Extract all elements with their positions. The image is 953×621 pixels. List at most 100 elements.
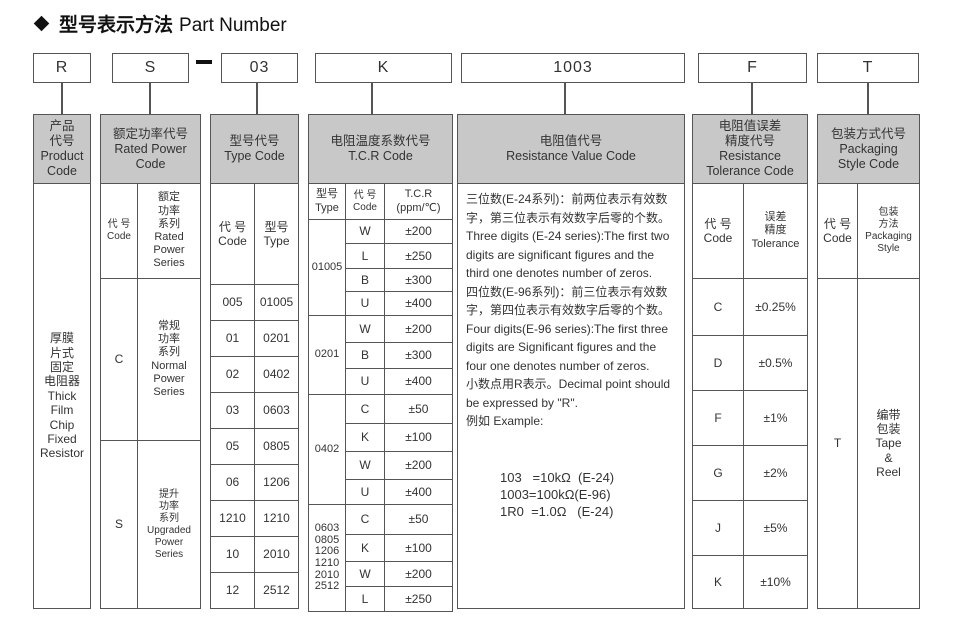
- tcr-sub-code: 代 号 Code: [345, 183, 385, 220]
- type-size: 0805: [254, 428, 299, 465]
- connector-line: [256, 83, 258, 114]
- table-row: S 提升 功率 系列 Upgraded Power Series: [100, 440, 202, 609]
- power-header: 额定功率代号 Rated Power Code: [99, 114, 202, 184]
- type-size: 2512: [254, 572, 299, 609]
- tcr-value: ±250: [384, 243, 453, 269]
- separator-dash: [196, 60, 212, 64]
- table-row: 1210 1210: [210, 500, 299, 537]
- type-code: 1210: [210, 500, 255, 537]
- tcr-value: ±400: [384, 291, 453, 316]
- table-row: 0603 0805 1206 1210 2010 2512 C ±50: [308, 504, 453, 612]
- tolerance-value: ±2%: [743, 445, 808, 501]
- connector-line: [61, 83, 63, 114]
- tcr-value: ±100: [384, 423, 453, 452]
- examples: 103 =10kΩ (E-24) 1003=100kΩ(E-96) 1R0 =1.0…: [466, 469, 676, 520]
- desc-line: 例如 Example:: [466, 414, 544, 428]
- type-size: 01005: [254, 284, 299, 321]
- tolerance-value: ±10%: [743, 555, 808, 609]
- type-code-table: 型号代号 Type Code 代 号 Code 型号 Type 005 01005 …: [210, 114, 299, 609]
- table-row: C 常规 功率 系列 Normal Power Series: [100, 278, 202, 441]
- connector-line: [149, 83, 151, 114]
- table-row: K ±10%: [692, 555, 808, 609]
- tcr-code: W: [345, 219, 385, 244]
- resistance-header: 电阻值代号 Resistance Value Code: [457, 114, 685, 184]
- type-code: 10: [210, 536, 255, 573]
- packaging-header: 包装方式代号 Packaging Style Code: [816, 114, 921, 184]
- example-line: 103 =10kΩ (E-24): [500, 469, 615, 485]
- code-box-tolerance: F: [698, 53, 807, 83]
- table-row: T 编带 包装 Tape & Reel: [817, 278, 921, 609]
- tolerance-code: K: [692, 555, 744, 609]
- tolerance-value: ±0.25%: [743, 278, 808, 336]
- tolerance-code: J: [692, 500, 744, 556]
- table-row: U ±400: [309, 291, 453, 316]
- desc-line: 四位数(E-96系列)：前三位表示有效数字，第四位表示有效数字后零的个数。: [466, 284, 671, 318]
- tolerance-sub-tol: 误差 精度 Tolerance: [743, 183, 808, 279]
- code-box-type: 03: [221, 53, 298, 83]
- type-size: 2010: [254, 536, 299, 573]
- tcr-value: ±400: [384, 479, 453, 505]
- desc-line: Three digits (E-24 series):The first two…: [466, 229, 670, 280]
- power-series: 提升 功率 系列 Upgraded Power Series: [136, 440, 202, 609]
- type-code: 03: [210, 392, 255, 429]
- table-row: K ±100: [309, 423, 453, 452]
- tcr-value: ±400: [384, 368, 453, 395]
- table-row: 0402 C ±50: [308, 394, 453, 505]
- tcr-value: ±50: [384, 504, 453, 535]
- tcr-code: U: [345, 291, 385, 316]
- tcr-value: ±250: [384, 586, 453, 612]
- packaging-style: 编带 包装 Tape & Reel: [856, 278, 921, 609]
- tcr-sub-type: 型号 Type: [308, 183, 346, 220]
- power-code-table: 额定功率代号 Rated Power Code 代 号 Code 额定 功率 系列…: [99, 114, 202, 609]
- table-row: 0201 W ±200: [308, 315, 453, 395]
- tcr-code: L: [345, 243, 385, 269]
- tcr-sub-value: T.C.R (ppm/℃): [384, 183, 453, 220]
- tcr-type: 0402: [308, 394, 346, 505]
- tcr-code: U: [345, 479, 385, 505]
- tolerance-header: 电阻值误差 精度代号 Resistance Tolerance Code: [692, 114, 808, 184]
- connector-line: [564, 83, 566, 114]
- code-box-packaging: T: [817, 53, 919, 83]
- code-box-power: S: [112, 53, 189, 83]
- tolerance-code: D: [692, 335, 744, 391]
- title-en: Part Number: [179, 15, 287, 36]
- page-title: 型号表示方法 Part Number: [33, 10, 287, 37]
- example-line: 1003=100kΩ(E-96): [500, 486, 611, 502]
- table-row: L ±250: [309, 586, 453, 612]
- tcr-code: B: [345, 268, 385, 292]
- tcr-code: C: [345, 394, 385, 424]
- code-box-tcr: K: [315, 53, 452, 83]
- table-row: D ±0.5%: [692, 335, 808, 391]
- table-row: F ±1%: [692, 390, 808, 446]
- tcr-code: K: [345, 534, 385, 562]
- type-size: 1206: [254, 464, 299, 501]
- packaging-sub-style: 包装 方法 Packaging Style: [856, 183, 921, 279]
- example-line: 1R0 =1.0Ω (E-24): [500, 503, 614, 519]
- code-box-resistance: 1003: [461, 53, 685, 83]
- table-row: W ±200: [309, 451, 453, 480]
- tcr-value: ±300: [384, 342, 453, 369]
- tcr-type: 0603 0805 1206 1210 2010 2512: [308, 504, 346, 612]
- table-row: 06 1206: [210, 464, 299, 501]
- diamond-bullet-icon: [33, 15, 50, 32]
- connector-line: [751, 83, 753, 114]
- type-sub-code: 代 号 Code: [210, 183, 255, 285]
- connector-line: [867, 83, 869, 114]
- table-row: B ±300: [309, 268, 453, 292]
- desc-line: Four digits(E-96 series):The first three…: [466, 321, 669, 373]
- connector-line: [371, 83, 373, 114]
- table-row: W ±200: [309, 561, 453, 587]
- tcr-value: ±100: [384, 534, 453, 562]
- tolerance-value: ±5%: [743, 500, 808, 556]
- type-header: 型号代号 Type Code: [210, 114, 299, 184]
- table-row: C ±0.25%: [692, 278, 808, 336]
- type-size: 0201: [254, 320, 299, 357]
- title-cn: 型号表示方法: [59, 15, 174, 36]
- packaging-sub-code: 代 号 Code: [817, 183, 858, 279]
- tolerance-code: F: [692, 390, 744, 446]
- tcr-value: ±300: [384, 268, 453, 292]
- tcr-code: L: [345, 586, 385, 612]
- tolerance-code: G: [692, 445, 744, 501]
- tolerance-value: ±1%: [743, 390, 808, 446]
- tcr-value: ±200: [384, 219, 453, 244]
